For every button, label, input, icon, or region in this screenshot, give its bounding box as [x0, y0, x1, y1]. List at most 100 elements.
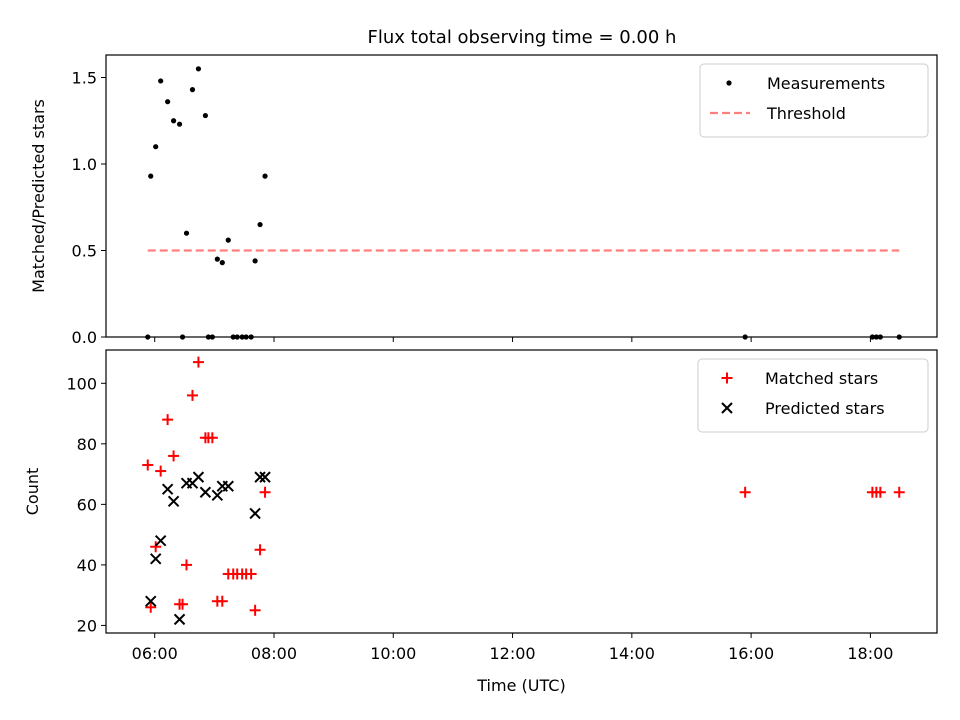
x-stroke-b [145, 595, 157, 607]
x-stroke-b [249, 507, 261, 520]
y-tick-label: 60 [77, 495, 97, 514]
x-tick-label: 16:00 [728, 644, 774, 663]
legend-swatch [726, 80, 732, 86]
data-point [183, 230, 190, 236]
data-point [225, 237, 231, 243]
data-point [199, 486, 212, 498]
series-layer [145, 66, 902, 340]
x-stroke-b [154, 534, 167, 547]
y-tick-label: 80 [77, 435, 97, 454]
data-point [181, 559, 193, 571]
x-tick-label: 12:00 [489, 644, 535, 663]
plot-frame [105, 54, 938, 338]
data-point [167, 495, 180, 508]
legend-label: Predicted stars [765, 399, 885, 418]
data-point [150, 541, 162, 553]
x-stroke-b [222, 480, 234, 492]
data-point [195, 66, 202, 72]
ratio-panel: 0.0 0.5 1.0 1.5 Matched/Predicted stars Measu… [29, 54, 938, 347]
data-point [154, 534, 167, 547]
data-point [249, 604, 261, 616]
y-tick-label: 20 [77, 616, 97, 635]
x-tick-label: 18:00 [847, 644, 893, 663]
x-axis-label: Time (UTC) [476, 676, 565, 695]
data-point [245, 568, 257, 580]
data-point [149, 553, 162, 565]
data-point [216, 595, 228, 607]
data-point [145, 601, 157, 613]
legend: Matched stars Predicted stars [697, 358, 929, 433]
series-layer [142, 356, 905, 626]
legend-label: Measurements [767, 74, 885, 93]
data-point [148, 173, 154, 179]
x-stroke-b [167, 495, 180, 508]
data-point [874, 486, 886, 498]
y-tick-label: 0.5 [72, 241, 97, 260]
y-tick-label: 40 [77, 556, 97, 575]
data-point [186, 389, 198, 401]
data-point [161, 483, 174, 495]
data-point [211, 489, 224, 501]
data-point [254, 544, 266, 556]
data-point [176, 121, 183, 127]
x-stroke-b [259, 471, 271, 483]
data-point [155, 465, 167, 477]
data-point [249, 507, 261, 520]
data-point [259, 486, 271, 498]
data-point [252, 258, 258, 264]
legend-box [697, 358, 929, 433]
data-point [158, 78, 164, 84]
data-point [214, 256, 220, 262]
data-point [219, 260, 225, 266]
y-axis-label: Matched/Predicted stars [29, 99, 48, 293]
data-point [893, 486, 905, 498]
data-point [170, 118, 177, 124]
data-point [189, 87, 196, 93]
data-point [262, 173, 268, 179]
data-point [173, 613, 186, 626]
x-tick-label: 14:00 [609, 644, 655, 663]
data-point [168, 450, 180, 462]
data-point [162, 414, 174, 426]
x-tick-label: 08:00 [251, 644, 297, 663]
legend-swatch [721, 372, 733, 384]
data-point [254, 471, 266, 483]
x-stroke-b [149, 553, 162, 565]
data-point [142, 459, 154, 471]
legend-box [699, 63, 929, 138]
data-point [739, 486, 751, 498]
y-tick-label: 100 [66, 374, 97, 393]
data-point [177, 598, 189, 610]
count-panel: 20 40 60 80 100 06:00 08:00 10:00 12:00 14:00 16:0… [23, 349, 938, 695]
data-point [259, 471, 271, 483]
plot-frame [105, 349, 938, 634]
y-tick-label: 0.0 [72, 328, 97, 347]
y-axis-label: Count [23, 468, 42, 516]
y-tick-label: 1.5 [72, 68, 97, 87]
data-point [145, 595, 157, 607]
x-stroke-b [211, 489, 224, 501]
legend-label: Threshold [766, 104, 846, 123]
y-tick-label: 1.0 [72, 155, 97, 174]
data-point [202, 112, 209, 119]
x-stroke-b [199, 486, 212, 498]
data-point [165, 99, 171, 105]
data-point [206, 432, 218, 444]
data-point [153, 144, 159, 150]
x-stroke-b [254, 471, 266, 483]
figure-title: Flux total observing time = 0.00 h [368, 27, 677, 48]
x-stroke-b [161, 483, 174, 495]
legend-label: Matched stars [765, 369, 878, 388]
x-stroke-b [721, 402, 733, 414]
legend-swatch [721, 402, 733, 414]
data-point [192, 356, 204, 368]
legend: Measurements Threshold [699, 63, 929, 138]
x-tick-label: 06:00 [132, 644, 178, 663]
data-point [257, 221, 263, 228]
x-stroke-b [192, 471, 205, 483]
data-point [192, 471, 205, 483]
data-point [222, 480, 234, 492]
x-stroke-b [173, 613, 186, 626]
x-tick-label: 10:00 [370, 644, 416, 663]
